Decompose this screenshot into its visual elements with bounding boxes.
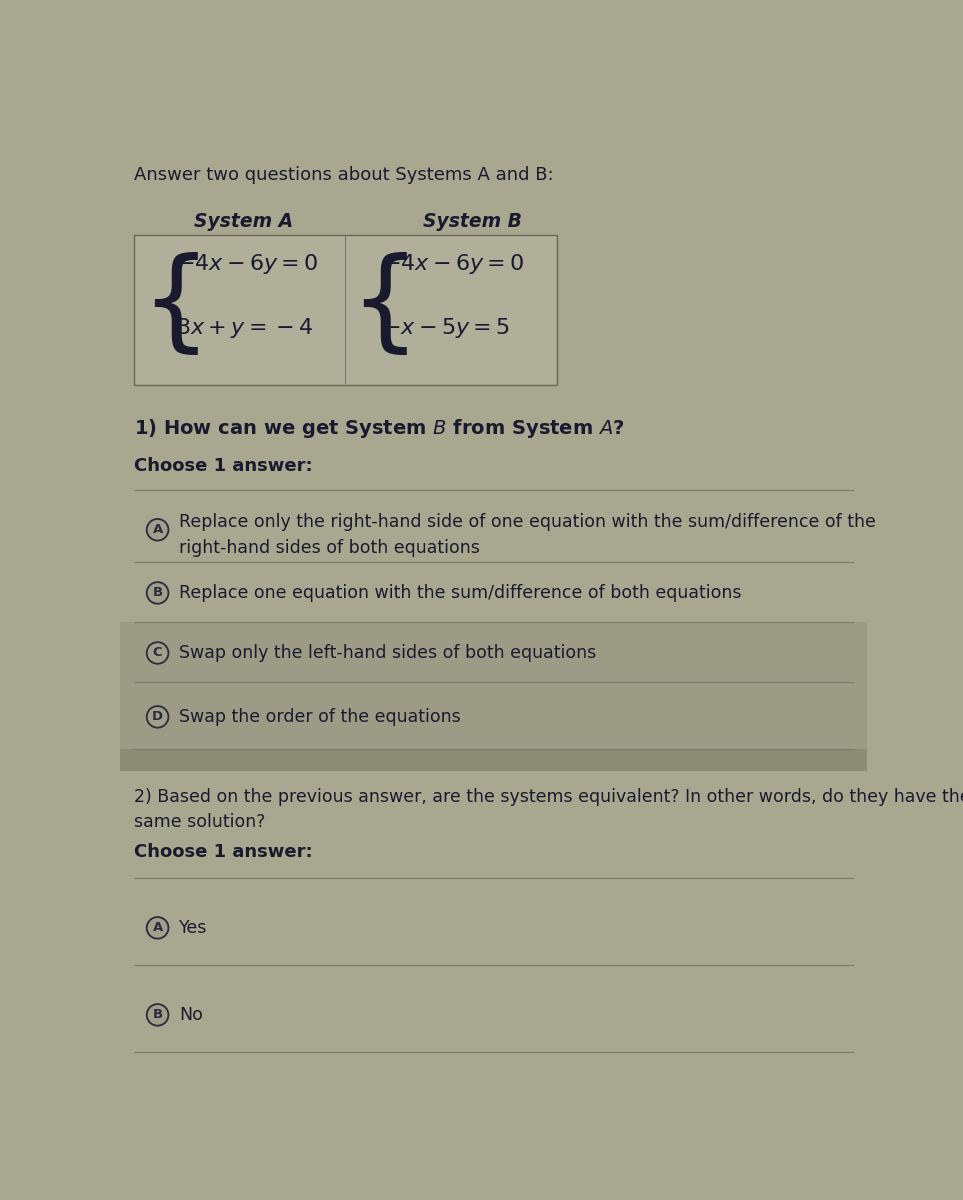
Text: Choose 1 answer:: Choose 1 answer:: [134, 457, 313, 475]
Text: System B: System B: [423, 211, 522, 230]
Text: Yes: Yes: [179, 919, 208, 937]
Circle shape: [146, 642, 169, 664]
Text: {: {: [349, 252, 420, 359]
Circle shape: [146, 1004, 169, 1026]
Text: Replace one equation with the sum/difference of both equations: Replace one equation with the sum/differ…: [179, 583, 742, 601]
Text: $-x - 5y = 5$: $-x - 5y = 5$: [382, 316, 510, 340]
Text: A: A: [152, 922, 163, 935]
Text: C: C: [153, 647, 163, 660]
Text: Answer two questions about Systems A and B:: Answer two questions about Systems A and…: [134, 166, 554, 184]
Text: $3x + y = -4$: $3x + y = -4$: [176, 316, 314, 340]
Text: Swap only the left-hand sides of both equations: Swap only the left-hand sides of both eq…: [179, 643, 596, 661]
Text: Replace only the right-hand side of one equation with the sum/difference of the
: Replace only the right-hand side of one …: [179, 512, 876, 557]
Circle shape: [146, 518, 169, 540]
Text: Choose 1 answer:: Choose 1 answer:: [134, 844, 313, 862]
Text: {: {: [140, 252, 211, 359]
Text: Swap the order of the equations: Swap the order of the equations: [179, 708, 461, 726]
FancyBboxPatch shape: [134, 235, 557, 385]
Text: System A: System A: [194, 211, 293, 230]
Text: B: B: [152, 587, 163, 600]
Text: $-4x - 6y = 0$: $-4x - 6y = 0$: [176, 252, 319, 276]
Text: 2) Based on the previous answer, are the systems equivalent? In other words, do : 2) Based on the previous answer, are the…: [134, 787, 963, 832]
Text: 1) How can we get System $B$ from System $A$?: 1) How can we get System $B$ from System…: [134, 418, 625, 440]
Text: D: D: [152, 710, 163, 724]
FancyBboxPatch shape: [120, 749, 867, 770]
FancyBboxPatch shape: [120, 622, 867, 683]
Circle shape: [146, 706, 169, 727]
Text: $-4x - 6y = 0$: $-4x - 6y = 0$: [382, 252, 525, 276]
Text: A: A: [152, 523, 163, 536]
Circle shape: [146, 917, 169, 938]
FancyBboxPatch shape: [120, 683, 867, 751]
Circle shape: [146, 582, 169, 604]
Text: No: No: [179, 1006, 203, 1024]
Text: B: B: [152, 1008, 163, 1021]
